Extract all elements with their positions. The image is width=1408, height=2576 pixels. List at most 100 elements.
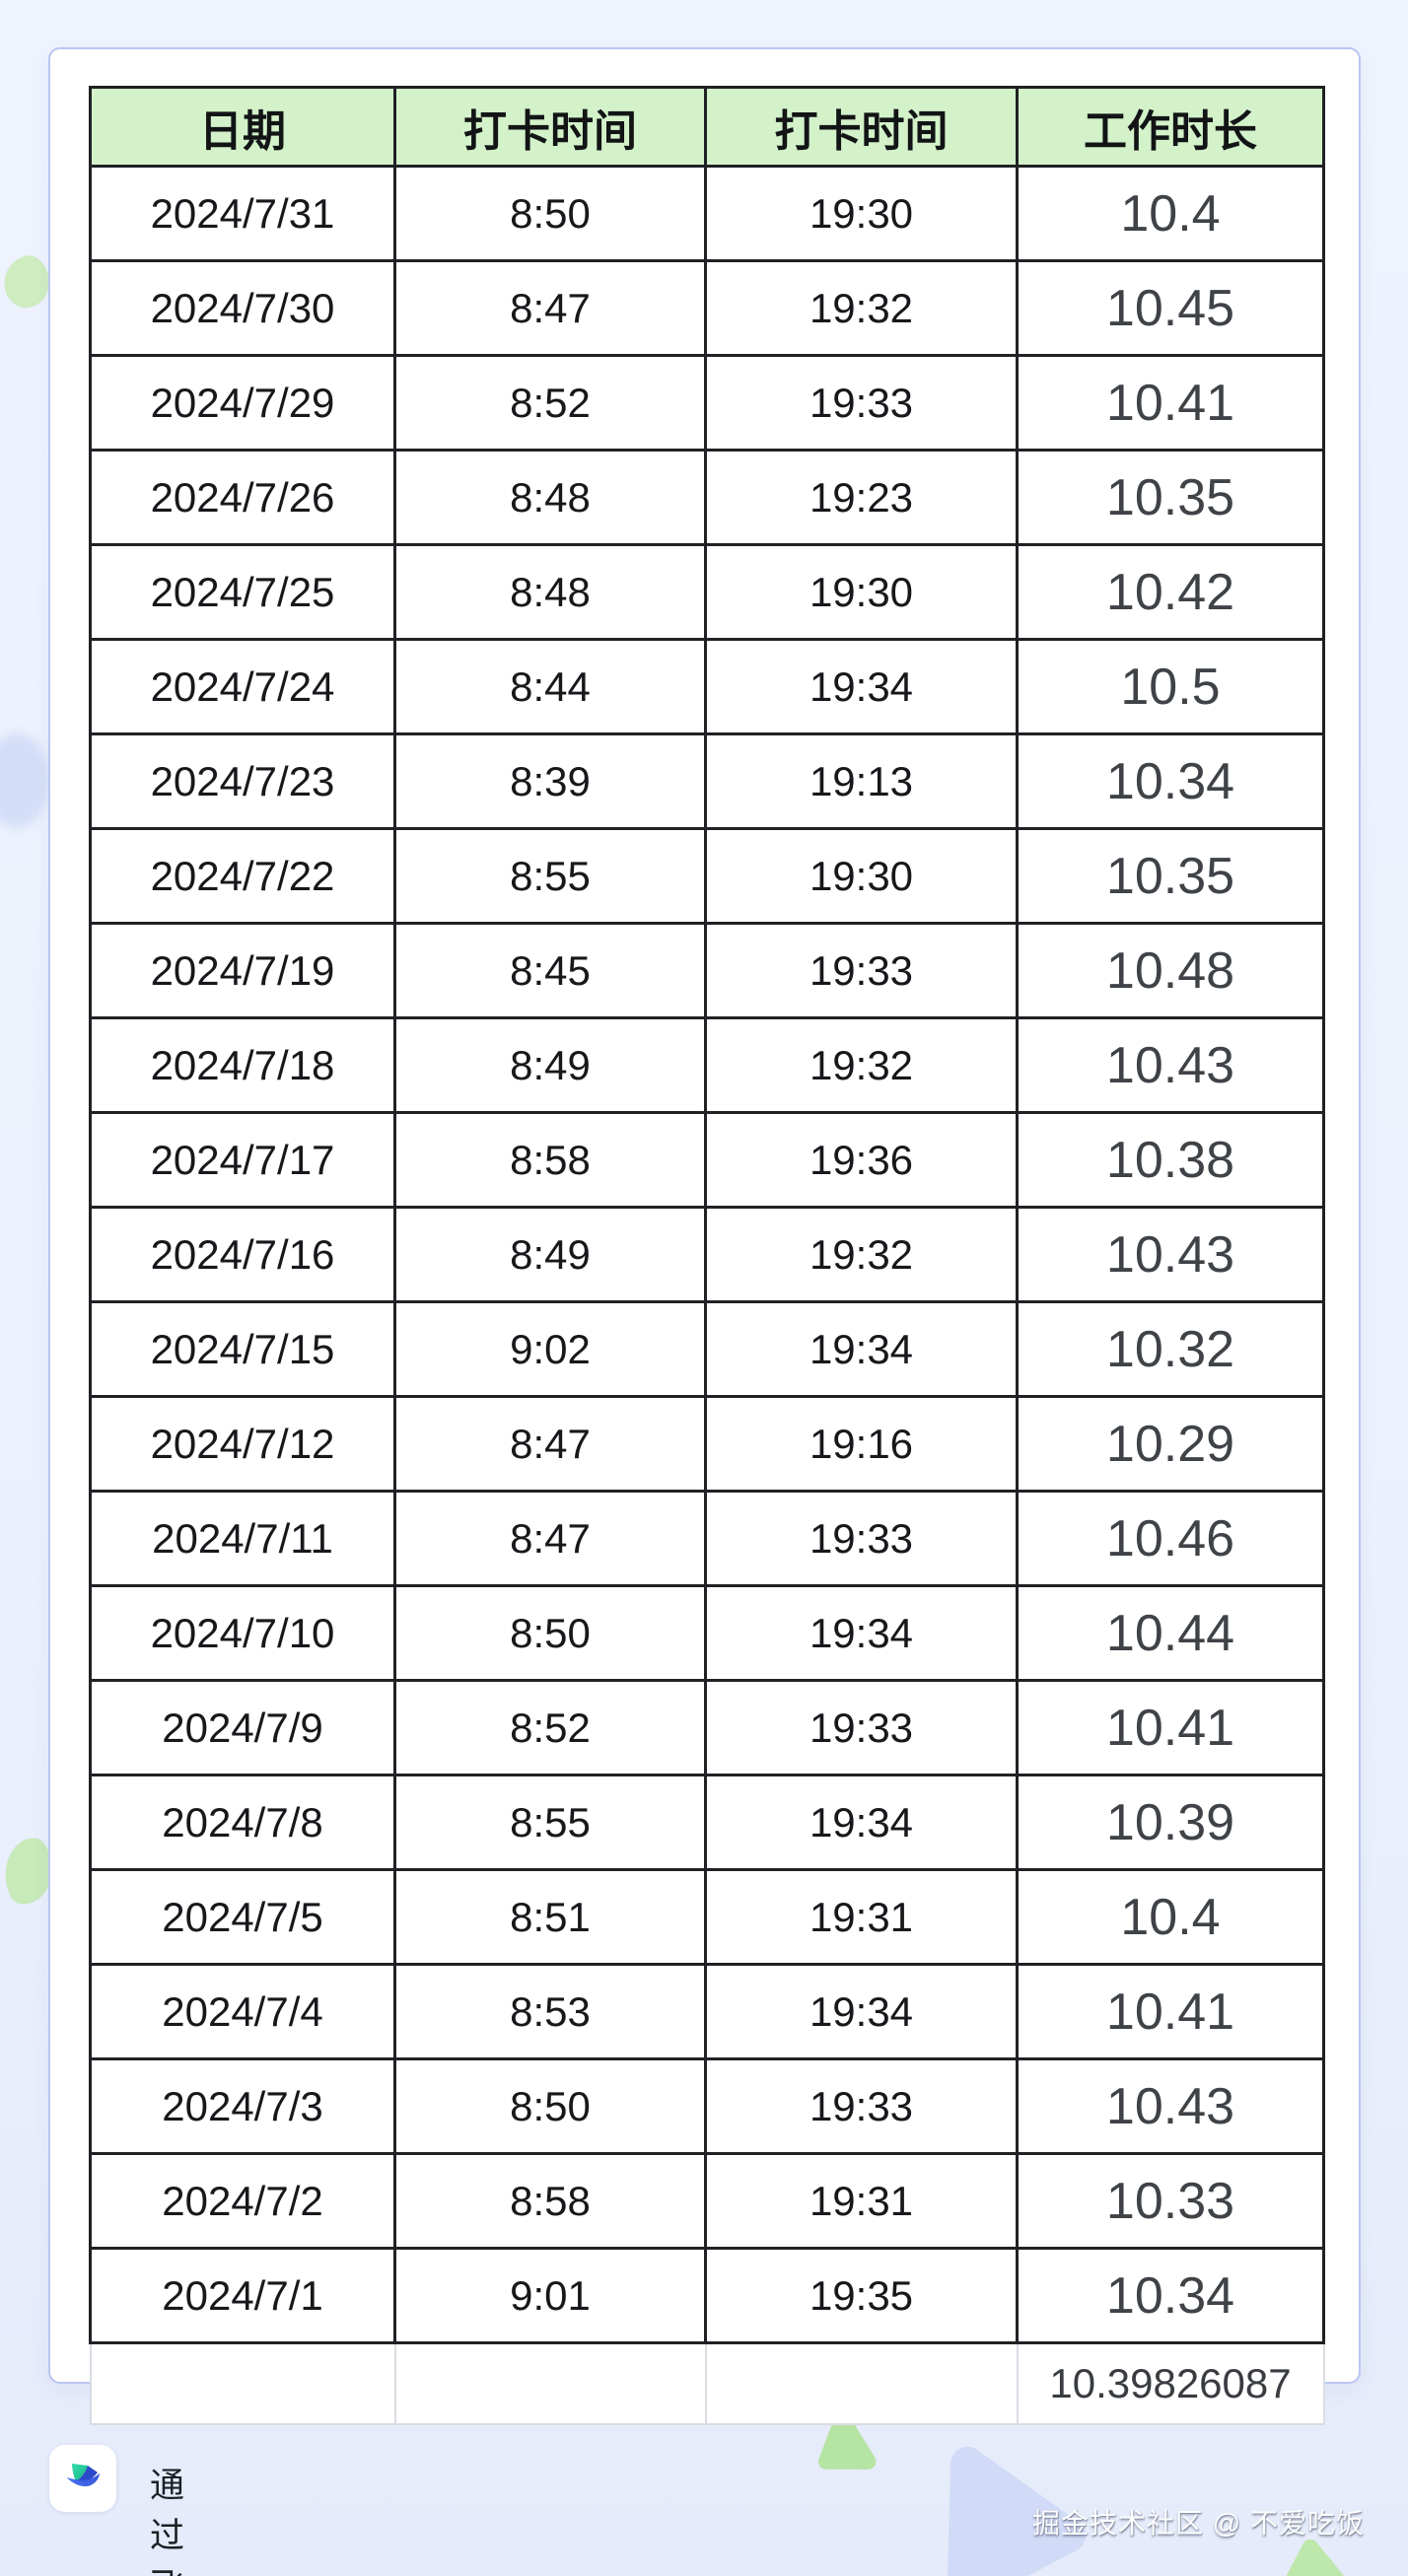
cell-clock-out: 19:33 — [704, 2057, 1019, 2155]
leaf-decoration — [0, 251, 54, 313]
attendance-table: 日期 打卡时间 打卡时间 工作时长 2024/7/31 8:50 19:30 10.4… — [89, 86, 1325, 2425]
cell-clock-out: 19:31 — [704, 2152, 1019, 2250]
cell-date: 2024/7/2 — [89, 2152, 396, 2250]
cell-duration: 10.32 — [1016, 1300, 1325, 1398]
cell-duration: 10.29 — [1016, 1395, 1325, 1493]
table-row: 2024/7/19 8:45 19:33 10.48 — [89, 922, 1325, 1019]
watermark-text: 掘金技术社区 @ 不爱吃饭 — [1032, 2508, 1365, 2539]
cell-date: 2024/7/1 — [89, 2247, 396, 2344]
cell-clock-out: 19:35 — [704, 2247, 1019, 2344]
leaf-decoration — [2, 1835, 55, 1908]
summary-row: 10.39826087 — [89, 2341, 1325, 2425]
table-row: 2024/7/26 8:48 19:23 10.35 — [89, 449, 1325, 546]
header-row: 日期 打卡时间 打卡时间 工作时长 — [89, 86, 1325, 168]
table-row: 2024/7/2 8:58 19:31 10.33 — [89, 2152, 1325, 2250]
table-row: 2024/7/29 8:52 19:33 10.41 — [89, 354, 1325, 452]
summary-average-value: 10.39826087 — [1016, 2341, 1325, 2425]
table-row: 2024/7/5 8:51 19:31 10.4 — [89, 1868, 1325, 1966]
cell-clock-in: 8:52 — [393, 354, 707, 452]
cell-clock-out: 19:30 — [704, 543, 1019, 641]
cell-date: 2024/7/31 — [89, 165, 396, 262]
cell-clock-in: 8:49 — [393, 1206, 707, 1303]
table-row: 2024/7/24 8:44 19:34 10.5 — [89, 638, 1325, 735]
cell-clock-out: 19:16 — [704, 1395, 1019, 1493]
cell-duration: 10.41 — [1016, 354, 1325, 452]
cell-clock-in: 8:45 — [393, 922, 707, 1019]
header-date: 日期 — [89, 86, 396, 168]
feishu-logo-tile[interactable] — [49, 2445, 116, 2512]
cell-duration: 10.35 — [1016, 827, 1325, 925]
header-clock-in: 打卡时间 — [393, 86, 707, 168]
cell-duration: 10.43 — [1016, 1206, 1325, 1303]
cell-date: 2024/7/23 — [89, 732, 396, 830]
cell-duration: 10.45 — [1016, 259, 1325, 357]
cell-clock-in: 9:02 — [393, 1300, 707, 1398]
table-body: 2024/7/31 8:50 19:30 10.4 2024/7/30 8:47 19:32… — [89, 165, 1325, 2344]
cell-clock-in: 8:39 — [393, 732, 707, 830]
table-row: 2024/7/23 8:39 19:13 10.34 — [89, 732, 1325, 830]
cell-clock-in: 8:47 — [393, 259, 707, 357]
cell-clock-in: 8:55 — [393, 827, 707, 925]
cell-clock-in: 8:48 — [393, 449, 707, 546]
table-row: 2024/7/11 8:47 19:33 10.46 — [89, 1490, 1325, 1587]
cell-date: 2024/7/8 — [89, 1774, 396, 1871]
cell-date: 2024/7/19 — [89, 922, 396, 1019]
table-row: 2024/7/30 8:47 19:32 10.45 — [89, 259, 1325, 357]
cell-duration: 10.34 — [1016, 2247, 1325, 2344]
cell-clock-out: 19:30 — [704, 827, 1019, 925]
table-row: 2024/7/12 8:47 19:16 10.29 — [89, 1395, 1325, 1493]
cell-date: 2024/7/24 — [89, 638, 396, 735]
cell-date: 2024/7/10 — [89, 1584, 396, 1682]
cell-clock-in: 8:52 — [393, 1679, 707, 1776]
cell-clock-in: 8:51 — [393, 1868, 707, 1966]
cell-date: 2024/7/3 — [89, 2057, 396, 2155]
cell-clock-out: 19:31 — [704, 1868, 1019, 1966]
cell-duration: 10.33 — [1016, 2152, 1325, 2250]
cell-clock-out: 19:33 — [704, 1490, 1019, 1587]
cell-date: 2024/7/16 — [89, 1206, 396, 1303]
table-row: 2024/7/16 8:49 19:32 10.43 — [89, 1206, 1325, 1303]
cell-clock-out: 19:32 — [704, 259, 1019, 357]
cell-clock-in: 8:48 — [393, 543, 707, 641]
cell-date: 2024/7/12 — [89, 1395, 396, 1493]
cell-duration: 10.4 — [1016, 1868, 1325, 1966]
table-row: 2024/7/22 8:55 19:30 10.35 — [89, 827, 1325, 925]
cell-date: 2024/7/15 — [89, 1300, 396, 1398]
cell-clock-in: 8:47 — [393, 1395, 707, 1493]
cell-duration: 10.4 — [1016, 165, 1325, 262]
cell-duration: 10.42 — [1016, 543, 1325, 641]
cell-clock-in: 8:58 — [393, 2152, 707, 2250]
cell-clock-in: 8:50 — [393, 1584, 707, 1682]
cell-date: 2024/7/5 — [89, 1868, 396, 1966]
cell-duration: 10.34 — [1016, 732, 1325, 830]
table-row: 2024/7/3 8:50 19:33 10.43 — [89, 2057, 1325, 2155]
cell-duration: 10.43 — [1016, 1016, 1325, 1114]
table-row: 2024/7/31 8:50 19:30 10.4 — [89, 165, 1325, 262]
cell-clock-out: 19:32 — [704, 1206, 1019, 1303]
table-footer: 10.39826087 — [89, 2341, 1325, 2425]
cell-clock-in: 9:01 — [393, 2247, 707, 2344]
cell-duration: 10.48 — [1016, 922, 1325, 1019]
cell-clock-in: 8:58 — [393, 1111, 707, 1209]
table-row: 2024/7/4 8:53 19:34 10.41 — [89, 1963, 1325, 2060]
summary-empty-cell — [393, 2341, 707, 2425]
cell-clock-in: 8:50 — [393, 165, 707, 262]
cell-duration: 10.41 — [1016, 1679, 1325, 1776]
cell-clock-in: 8:53 — [393, 1963, 707, 2060]
cell-date: 2024/7/29 — [89, 354, 396, 452]
cell-duration: 10.41 — [1016, 1963, 1325, 2060]
table-header: 日期 打卡时间 打卡时间 工作时长 — [89, 86, 1325, 168]
summary-empty-cell — [89, 2341, 396, 2425]
cell-clock-in: 8:49 — [393, 1016, 707, 1114]
cell-clock-out: 19:34 — [704, 638, 1019, 735]
cell-clock-out: 19:13 — [704, 732, 1019, 830]
cell-duration: 10.44 — [1016, 1584, 1325, 1682]
cell-duration: 10.46 — [1016, 1490, 1325, 1587]
cell-duration: 10.38 — [1016, 1111, 1325, 1209]
cell-date: 2024/7/25 — [89, 543, 396, 641]
cell-clock-out: 19:34 — [704, 1584, 1019, 1682]
table-row: 2024/7/1 9:01 19:35 10.34 — [89, 2247, 1325, 2344]
cell-duration: 10.5 — [1016, 638, 1325, 735]
table-row: 2024/7/17 8:58 19:36 10.38 — [89, 1111, 1325, 1209]
